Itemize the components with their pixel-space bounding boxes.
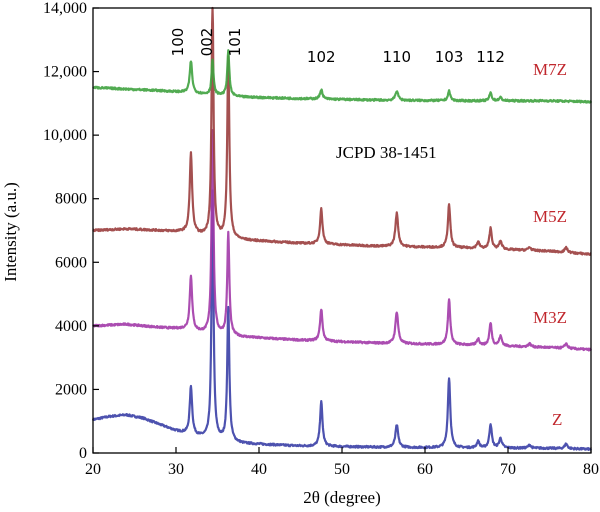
y-tick-label: 8000 bbox=[55, 191, 87, 208]
peak-label-110: 110 bbox=[382, 48, 411, 66]
label-layer: Z M3Z M5Z M7Z 100 002 101 102 110 103 112 bbox=[169, 28, 567, 429]
x-tick-label: 40 bbox=[251, 461, 267, 478]
y-tick-label: 10,000 bbox=[43, 127, 87, 144]
series-label-m3z: M3Z bbox=[533, 308, 567, 327]
peak-label-100: 100 bbox=[169, 28, 187, 57]
y-tick-label: 14,000 bbox=[43, 0, 87, 17]
y-tick-label: 0 bbox=[79, 445, 87, 462]
series-line-m3z bbox=[92, 128, 592, 352]
y-tick-label: 4000 bbox=[55, 318, 87, 335]
peak-label-112: 112 bbox=[476, 48, 505, 66]
tick-layer: 20 30 40 50 60 70 80 0 2000 4000 6000 8000 10,000 12,… bbox=[43, 0, 599, 478]
series-line-m7z bbox=[92, 49, 593, 104]
series-label-m5z: M5Z bbox=[533, 207, 567, 226]
x-tick-label: 80 bbox=[583, 461, 599, 478]
peak-label-101: 101 bbox=[226, 28, 244, 57]
y-tick-label: 12,000 bbox=[43, 64, 87, 81]
series-label-z: Z bbox=[552, 410, 562, 429]
x-tick-label: 20 bbox=[85, 461, 101, 478]
x-tick-label: 50 bbox=[334, 461, 350, 478]
peak-label-002: 002 bbox=[198, 28, 216, 57]
x-axis-title: 2θ (degree) bbox=[303, 488, 381, 507]
series-line-m5z bbox=[92, 6, 592, 256]
series-label-m7z: M7Z bbox=[533, 60, 567, 79]
peak-label-102: 102 bbox=[307, 48, 336, 66]
series-layer bbox=[91, 6, 593, 451]
y-tick-label: 2000 bbox=[55, 381, 87, 398]
peak-label-103: 103 bbox=[435, 48, 464, 66]
y-axis-title: Intensity (a.u.) bbox=[1, 182, 20, 282]
x-tick-label: 60 bbox=[417, 461, 433, 478]
y-tick-label: 6000 bbox=[55, 254, 87, 271]
x-tick-label: 30 bbox=[168, 461, 184, 478]
x-tick-label: 70 bbox=[500, 461, 516, 478]
jcpd-annotation: JCPD 38-1451 bbox=[336, 143, 437, 162]
